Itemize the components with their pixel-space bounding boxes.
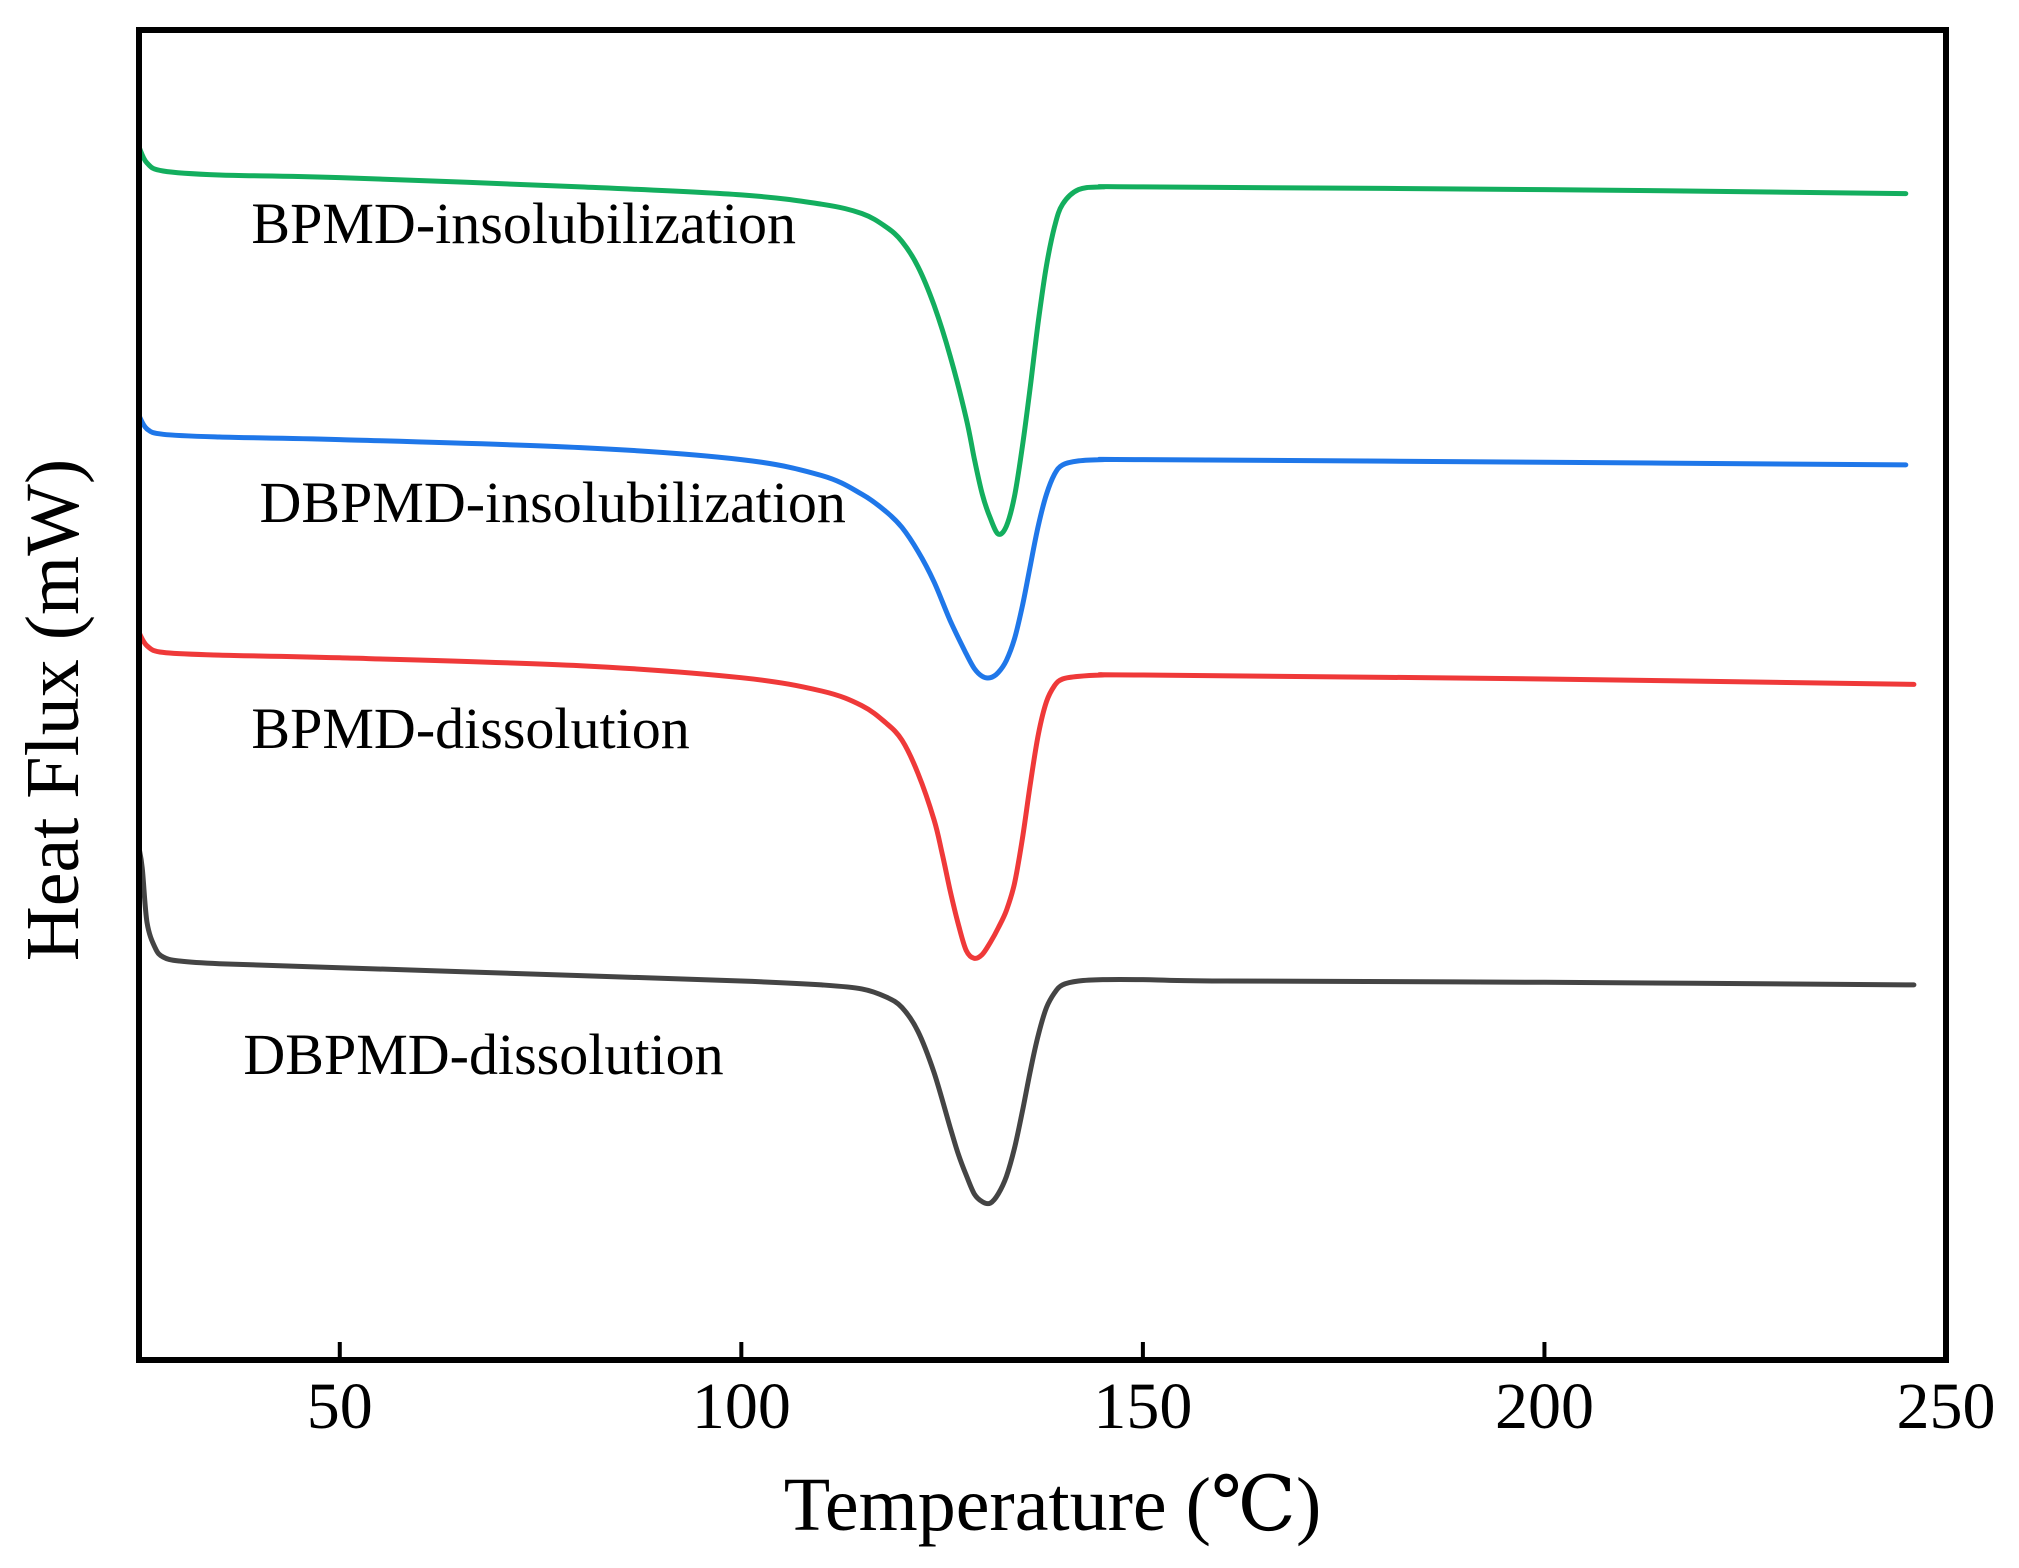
series-line-bpmd-dissolution [136, 630, 1917, 961]
plot-frame [136, 27, 1949, 1363]
series-layer [136, 144, 1917, 1207]
x-tick-label-250: 250 [1897, 1370, 1996, 1443]
y-axis-title: Heat Flux (mW) [11, 459, 95, 961]
curve-label-bpmd-insolubilization: BPMD-insolubilization [251, 191, 796, 256]
curve-label-layer: BPMD-insolubilization DBPMD-insolubilizat… [243, 191, 846, 1087]
series-line-dbpmd-insolubilization [136, 413, 1909, 681]
curve-label-dbpmd-dissolution: DBPMD-dissolution [243, 1022, 723, 1087]
curve-label-dbpmd-insolubilization: DBPMD-insolubilization [259, 470, 845, 535]
series-line-dbpmd-dissolution [136, 845, 1917, 1207]
x-tick-label-150: 150 [1093, 1370, 1192, 1443]
x-tick-label-200: 200 [1495, 1370, 1594, 1443]
x-axis-title: Temperature (℃) [784, 1463, 1322, 1547]
x-tick-label-50: 50 [307, 1370, 373, 1443]
curve-label-bpmd-dissolution: BPMD-dissolution [251, 696, 689, 761]
x-axis-ticks: 50 100 150 200 250 [307, 1342, 1996, 1443]
series-line-bpmd-insolubilization [136, 144, 1909, 537]
x-tick-label-100: 100 [692, 1370, 791, 1443]
